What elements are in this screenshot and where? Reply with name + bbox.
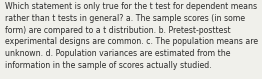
Text: Which statement is only true for the t test for dependent means
rather than t te: Which statement is only true for the t t…	[5, 2, 258, 70]
